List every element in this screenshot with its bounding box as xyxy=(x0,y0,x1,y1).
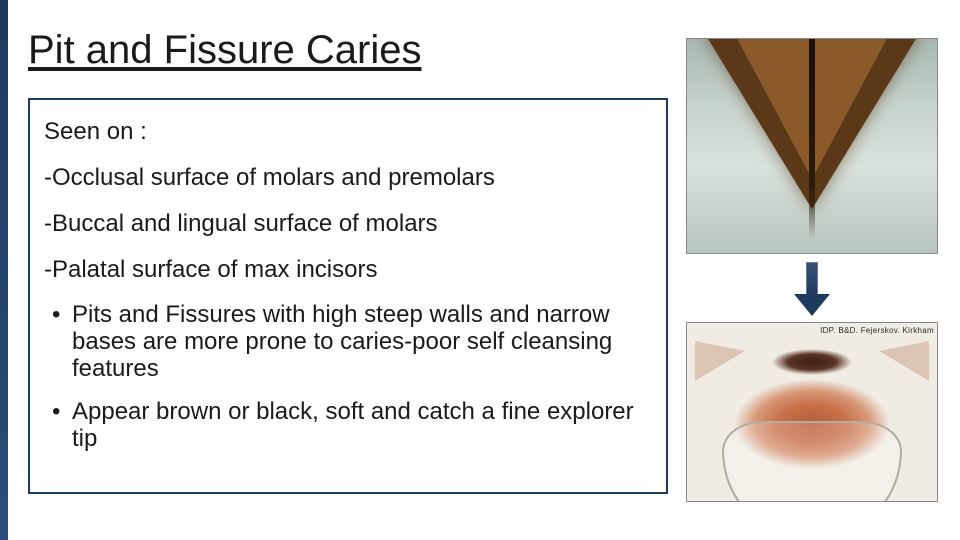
accent-bar xyxy=(0,0,8,540)
content-box: Seen on : -Occlusal surface of molars an… xyxy=(28,98,668,494)
caries-entry xyxy=(772,349,852,375)
seen-on-label: Seen on : xyxy=(44,118,652,146)
bullet-item: Appear brown or black, soft and catch a … xyxy=(44,399,652,453)
pulp-outline xyxy=(722,421,902,502)
image-caption: IDP. B&D. Fejerskov. Kirkham xyxy=(820,326,934,335)
fissure-slit xyxy=(809,39,815,239)
down-arrow-icon xyxy=(794,262,830,316)
slide: Pit and Fissure Caries Seen on : -Occlus… xyxy=(0,0,960,540)
caries-spread-image xyxy=(686,322,938,502)
cusp-left xyxy=(695,341,745,381)
bullet-list: Pits and Fissures with high steep walls … xyxy=(44,302,652,452)
location-line: -Palatal surface of max incisors xyxy=(44,256,652,284)
cusp-right xyxy=(879,341,929,381)
fissure-section-image xyxy=(686,38,938,254)
slide-title: Pit and Fissure Caries xyxy=(28,28,421,73)
location-line: -Buccal and lingual surface of molars xyxy=(44,210,652,238)
bullet-item: Pits and Fissures with high steep walls … xyxy=(44,302,652,383)
location-line: -Occlusal surface of molars and premolar… xyxy=(44,164,652,192)
arrow-shaft xyxy=(806,262,818,296)
arrow-head xyxy=(794,294,830,316)
